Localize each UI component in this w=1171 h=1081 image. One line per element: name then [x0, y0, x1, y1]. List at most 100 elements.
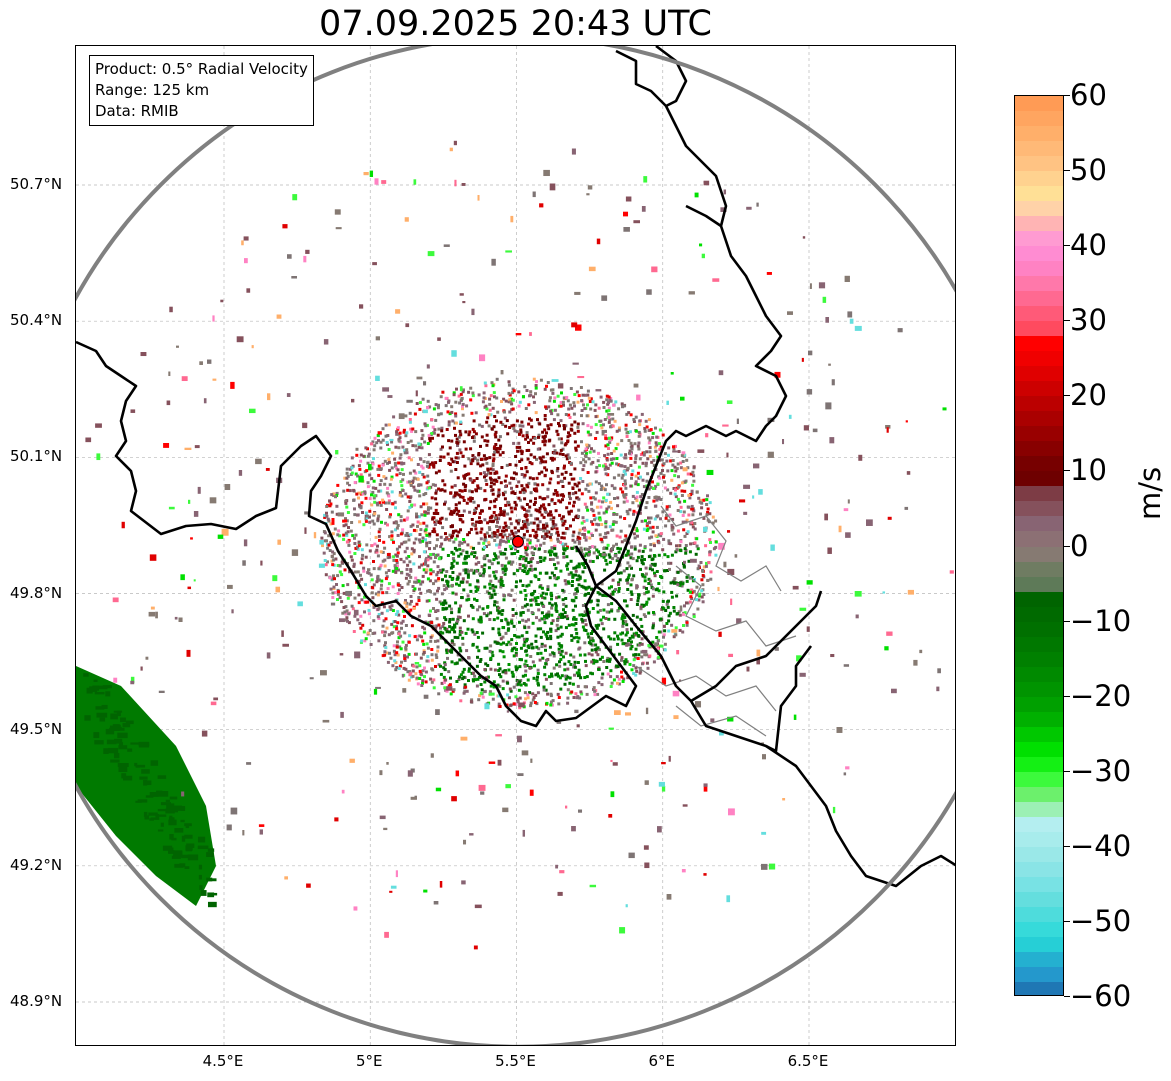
echo-gate	[577, 394, 581, 398]
echo-gate	[504, 399, 508, 403]
echo-gate	[518, 490, 522, 494]
echo-gate	[581, 480, 585, 483]
echo-gate	[572, 401, 576, 405]
echo-gate	[387, 448, 391, 451]
echo-gate	[350, 466, 354, 470]
echo-gate	[291, 276, 298, 279]
echo-gate	[475, 556, 479, 560]
echo-gate	[544, 677, 548, 681]
echo-gate	[581, 468, 585, 472]
echo-gate	[636, 555, 640, 559]
echo-gate	[382, 540, 386, 544]
echo-gate	[512, 572, 516, 576]
echo-gate	[455, 561, 459, 565]
echo-gate	[626, 676, 630, 680]
echo-gate	[536, 539, 540, 543]
radar-map[interactable]	[75, 45, 956, 1046]
echo-gate	[444, 396, 448, 400]
echo-gate	[379, 587, 383, 591]
echo-gate	[612, 457, 616, 461]
echo-gate	[534, 535, 538, 539]
echo-gate	[582, 403, 585, 407]
echo-gate	[849, 318, 854, 324]
echo-gate	[535, 702, 539, 706]
echo-gate	[608, 657, 612, 661]
echo-gate	[649, 548, 653, 552]
echo-gate	[575, 671, 579, 675]
echo-gate	[388, 605, 392, 609]
echo-gate	[376, 608, 380, 611]
echo-gate	[418, 587, 421, 591]
echo-gate	[589, 433, 593, 437]
echo-gate	[618, 426, 621, 430]
echo-gate	[545, 616, 549, 620]
echo-gate	[455, 534, 459, 538]
echo-gate	[394, 568, 398, 572]
echo-gate	[425, 423, 429, 427]
echo-gate	[533, 589, 537, 593]
echo-gate	[457, 493, 461, 497]
echo-gate	[703, 784, 708, 792]
echo-gate	[439, 395, 443, 399]
colorbar-segment	[1015, 891, 1063, 908]
echo-gate	[659, 517, 662, 521]
echo-gate	[459, 528, 462, 532]
echo-gate	[430, 461, 434, 465]
echo-gate	[344, 612, 348, 616]
echo-gate	[400, 621, 404, 625]
colorbar-segment	[1015, 846, 1063, 863]
echo-gate	[702, 516, 706, 520]
echo-gate	[362, 566, 366, 570]
echo-gate	[655, 435, 659, 439]
echo-gate	[568, 494, 571, 498]
echo-gate	[492, 457, 496, 461]
echo-gate	[691, 470, 695, 474]
echo-gate	[405, 431, 409, 435]
echo-gate	[534, 634, 538, 638]
echo-gate	[384, 641, 387, 645]
echo-gate	[542, 630, 545, 634]
echo-gate	[553, 545, 556, 549]
echo-gate	[442, 680, 446, 684]
echo-gate	[533, 596, 537, 600]
country-border	[765, 645, 813, 753]
echo-gate	[695, 585, 699, 589]
echo-gate	[587, 457, 591, 461]
echo-gate	[600, 683, 604, 687]
echo-gate	[847, 499, 850, 504]
echo-gate	[566, 562, 570, 566]
echo-gate	[395, 645, 399, 649]
echo-gate	[459, 673, 463, 677]
echo-gate	[478, 605, 481, 609]
echo-gate	[533, 482, 537, 486]
echo-gate	[575, 631, 579, 635]
echo-gate	[362, 630, 366, 634]
echo-gate	[421, 679, 425, 683]
echo-gate	[342, 537, 346, 541]
echo-gate	[567, 413, 571, 417]
echo-gate	[419, 582, 423, 586]
echo-gate	[654, 588, 658, 592]
echo-gate	[408, 634, 412, 638]
echo-gate	[705, 498, 709, 502]
echo-gate	[554, 489, 558, 493]
echo-gate	[542, 436, 546, 440]
echo-gate	[567, 512, 571, 516]
echo-gate	[521, 434, 525, 438]
colorbar-tick-label: −30	[1070, 753, 1132, 788]
echo-gate	[625, 712, 631, 716]
echo-gate	[601, 295, 608, 301]
echo-gate	[621, 405, 624, 409]
echo-gate	[404, 643, 408, 647]
echo-gate	[109, 728, 115, 734]
echo-gate	[566, 399, 570, 403]
echo-gate	[506, 432, 510, 436]
echo-gate	[581, 604, 585, 607]
echo-gate	[476, 635, 480, 639]
echo-gate	[594, 528, 598, 532]
echo-gate	[667, 619, 671, 623]
echo-gate	[564, 413, 568, 416]
echo-gate	[661, 785, 666, 792]
echo-gate	[620, 670, 623, 674]
echo-gate	[843, 664, 850, 667]
